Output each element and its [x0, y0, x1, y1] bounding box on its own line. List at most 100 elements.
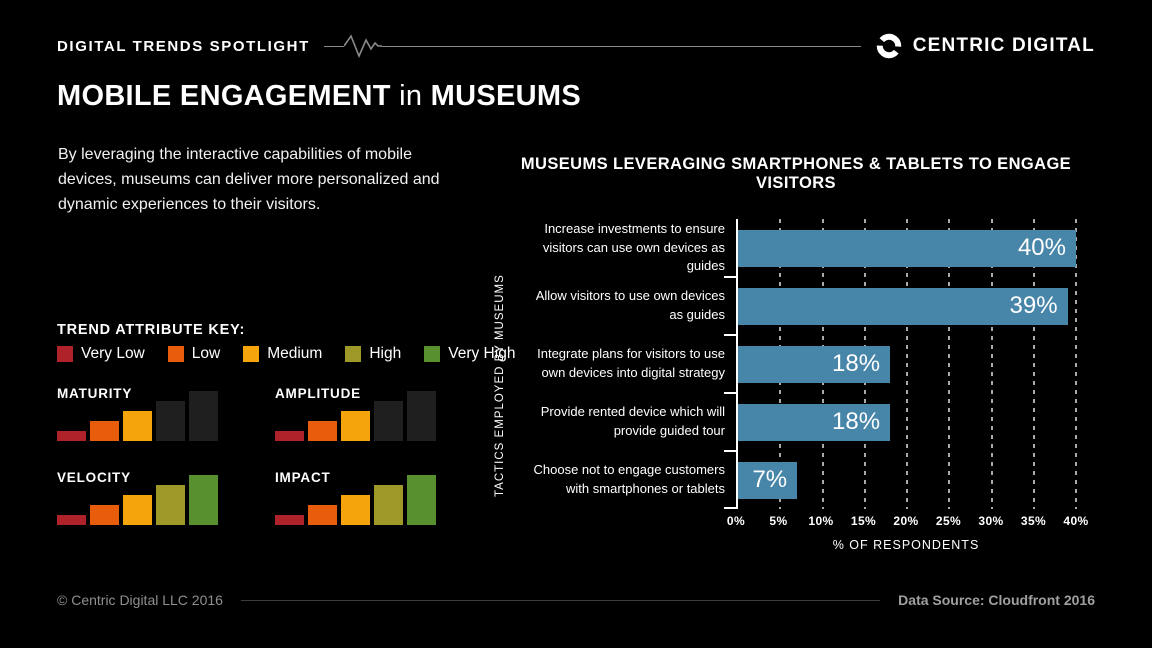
legend-item-very-high: Very High	[424, 345, 515, 363]
mini-bar	[90, 421, 119, 441]
axis-category-tick	[724, 334, 737, 336]
x-tick-label: 0%	[726, 514, 746, 528]
mini-chart-impact: IMPACT	[275, 470, 465, 525]
brand-logo: CENTRIC DIGITAL	[875, 32, 1095, 60]
bar-row: 7%	[738, 451, 1076, 509]
mini-bar	[341, 495, 370, 525]
legend-label: High	[369, 345, 402, 362]
legend-swatch	[424, 346, 441, 362]
legend-label: Very High	[448, 345, 516, 362]
mini-bar	[275, 431, 304, 441]
header: DIGITAL TRENDS SPOTLIGHT CENTRIC DIGITAL	[57, 28, 1095, 64]
x-tick-label: 25%	[935, 514, 962, 528]
gridline	[990, 219, 993, 509]
mini-chart-label: AMPLITUDE	[275, 386, 361, 401]
category-labels: Increase investments to ensure visitors …	[522, 219, 736, 552]
category-label: Increase investments to ensure visitors …	[542, 220, 725, 274]
legend-swatch	[57, 346, 73, 362]
mini-bar	[275, 515, 304, 525]
x-tick-label: 35%	[1020, 514, 1047, 528]
legend-item-medium: Medium	[243, 345, 322, 363]
mini-bar	[308, 505, 337, 525]
category-label: Choose not to engage customers with smar…	[533, 462, 725, 496]
bar-row: 18%	[738, 335, 1076, 393]
plot-area: 40% 39% 18% 18% 7%	[724, 219, 1077, 509]
mini-bar	[374, 485, 403, 525]
mini-bar	[407, 391, 436, 441]
page-title: MOBILE ENGAGEMENT in MUSEUMS	[57, 80, 582, 112]
bar: 40%	[738, 229, 1076, 267]
trend-key-legend: Very Low Low Medium High Very High	[57, 345, 515, 363]
legend-label: Low	[191, 345, 221, 362]
intro-paragraph: By leveraging the interactive capabiliti…	[58, 146, 440, 213]
bar: 18%	[738, 345, 891, 383]
mini-chart-amplitude: AMPLITUDE	[275, 386, 465, 441]
gridline	[948, 219, 951, 509]
chart-body: TACTICS EMPLOYED BY MUSEUMS Increase inv…	[486, 219, 1106, 552]
mini-chart-label: MATURITY	[57, 386, 133, 401]
mini-bar	[123, 411, 152, 441]
mini-bar	[189, 475, 218, 525]
bar-value-label: 40%	[1017, 234, 1066, 261]
mini-bar	[90, 505, 119, 525]
attribute-mini-charts: MATURITY AMPLITUDE VELOCITY IMPACT	[57, 386, 493, 525]
pulse-divider	[323, 33, 861, 59]
bar-chart: MUSEUMS LEVERAGING SMARTPHONES & TABLETS…	[486, 155, 1106, 552]
legend-swatch	[243, 346, 260, 362]
bar-value-label: 7%	[752, 466, 788, 493]
x-axis-ticks: 0% 5% 10% 15% 20% 25% 30% 35% 40%	[727, 514, 1088, 530]
mini-chart-label: IMPACT	[275, 470, 331, 485]
mini-bar	[57, 515, 86, 525]
axis-category-tick	[724, 450, 737, 452]
bar: 7%	[738, 461, 798, 499]
category-label: Integrate plans for visitors to use own …	[537, 346, 725, 380]
bar: 18%	[738, 403, 891, 441]
x-tick-label: 30%	[978, 514, 1004, 528]
legend-item-high: High	[345, 345, 401, 363]
legend-swatch	[345, 346, 362, 362]
heartbeat-icon	[343, 34, 382, 59]
mini-bar	[374, 401, 403, 441]
x-tick-label: 40%	[1063, 514, 1089, 528]
bar: 39%	[738, 287, 1068, 325]
x-tick-label: 5%	[769, 514, 788, 528]
footer-divider	[240, 599, 881, 601]
mini-bar	[341, 411, 370, 441]
mini-chart-velocity: VELOCITY	[57, 470, 247, 525]
gridline	[1075, 219, 1077, 509]
legend-item-very-low: Very Low	[57, 345, 145, 363]
eyebrow-title: DIGITAL TRENDS SPOTLIGHT	[57, 37, 310, 55]
chart-title: MUSEUMS LEVERAGING SMARTPHONES & TABLETS…	[520, 155, 1072, 192]
legend-item-low: Low	[167, 345, 221, 363]
mini-chart-maturity: MATURITY	[57, 386, 247, 441]
mini-bar	[156, 485, 185, 525]
legend-swatch	[167, 346, 184, 362]
axis-category-tick	[724, 392, 737, 394]
x-tick-label: 15%	[850, 514, 877, 528]
axis-category-tick	[724, 507, 737, 509]
data-source-text: Data Source: Cloudfront 2016	[898, 592, 1095, 608]
legend-label: Very Low	[81, 345, 145, 362]
category-label: Provide rented device which will provide…	[540, 404, 725, 438]
axis-category-tick	[724, 276, 737, 278]
y-axis-label: TACTICS EMPLOYED BY MUSEUMS	[494, 274, 506, 497]
bar-value-label: 18%	[832, 408, 881, 435]
mini-bar	[308, 421, 337, 441]
bar-row: 39%	[738, 277, 1076, 335]
copyright-text: © Centric Digital LLC 2016	[57, 592, 223, 608]
brand-name: CENTRIC DIGITAL	[912, 35, 1095, 56]
gridline	[906, 219, 908, 509]
x-tick-label: 10%	[808, 514, 834, 528]
gridline	[1032, 219, 1035, 509]
mini-bar	[156, 401, 185, 441]
mini-bar	[123, 495, 152, 525]
mini-bar	[407, 475, 436, 525]
legend-label: Medium	[267, 345, 323, 362]
mini-chart-label: VELOCITY	[57, 470, 131, 485]
x-axis-label: % OF RESPONDENTS	[832, 538, 980, 552]
mini-bar	[57, 431, 86, 441]
bar-value-label: 18%	[832, 350, 881, 377]
bar-row: 40%	[738, 219, 1076, 277]
bar-row: 18%	[738, 393, 1076, 451]
